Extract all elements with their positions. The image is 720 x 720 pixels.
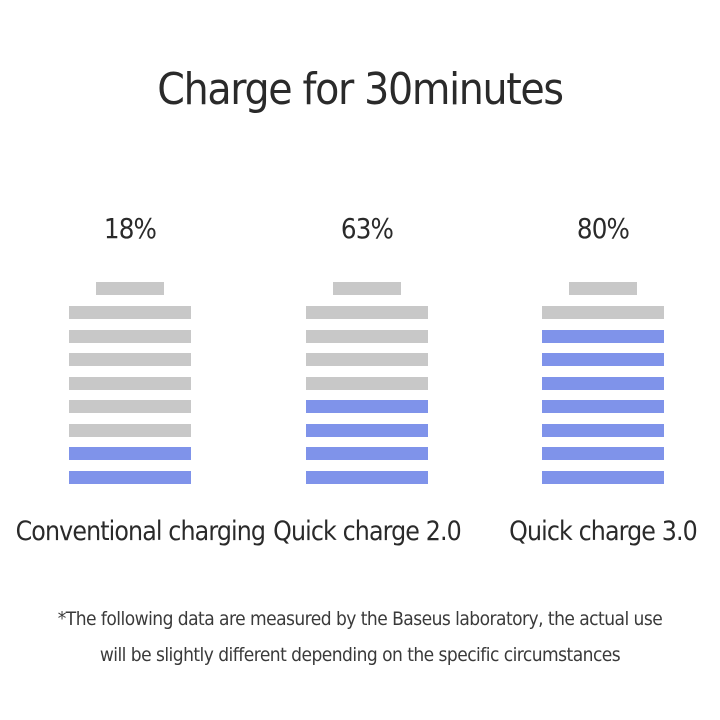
battery-cap bbox=[569, 282, 637, 295]
battery-segment-filled bbox=[306, 400, 428, 413]
battery-segment-filled bbox=[542, 447, 664, 460]
battery-segment-filled bbox=[542, 377, 664, 390]
battery-cap bbox=[96, 282, 164, 295]
battery-cap bbox=[333, 282, 401, 295]
battery-segment-filled bbox=[542, 471, 664, 484]
chart-title: Charge for 30minutes bbox=[157, 64, 564, 115]
battery-icon bbox=[542, 282, 664, 488]
battery-segment-filled bbox=[306, 424, 428, 437]
battery-segment-empty bbox=[306, 306, 428, 319]
battery-column-conventional: 18% Conventional charging bbox=[16, 0, 266, 720]
category-label: Conventional charging bbox=[15, 516, 266, 547]
battery-segment-filled bbox=[542, 424, 664, 437]
battery-segment-empty bbox=[69, 377, 191, 390]
battery-segment-filled bbox=[69, 447, 191, 460]
battery-segment-filled bbox=[306, 447, 428, 460]
category-label: Quick charge 2.0 bbox=[273, 516, 462, 547]
battery-column-qc3: 80% Quick charge 3.0 bbox=[503, 0, 703, 720]
battery-segment-empty bbox=[69, 424, 191, 437]
battery-segment-empty bbox=[542, 306, 664, 319]
footnote-line-2: will be slightly different depending on … bbox=[99, 644, 621, 666]
footnote-line-1: *The following data are measured by the … bbox=[57, 608, 663, 630]
battery-column-qc2: 63% Quick charge 2.0 bbox=[267, 0, 467, 720]
value-label: 63% bbox=[340, 212, 394, 245]
battery-icon bbox=[69, 282, 191, 488]
battery-segment-empty bbox=[69, 330, 191, 343]
battery-segment-empty bbox=[69, 400, 191, 413]
battery-segment-filled bbox=[542, 400, 664, 413]
battery-icon bbox=[306, 282, 428, 488]
battery-segment-filled bbox=[542, 330, 664, 343]
value-label: 18% bbox=[103, 212, 157, 245]
value-label: 80% bbox=[576, 212, 630, 245]
battery-segment-empty bbox=[306, 330, 428, 343]
battery-segment-filled bbox=[542, 353, 664, 366]
battery-segment-empty bbox=[69, 306, 191, 319]
battery-segment-filled bbox=[306, 471, 428, 484]
category-label: Quick charge 3.0 bbox=[509, 516, 698, 547]
battery-segment-empty bbox=[69, 353, 191, 366]
battery-segment-filled bbox=[69, 471, 191, 484]
battery-segment-empty bbox=[306, 353, 428, 366]
battery-segment-empty bbox=[306, 377, 428, 390]
